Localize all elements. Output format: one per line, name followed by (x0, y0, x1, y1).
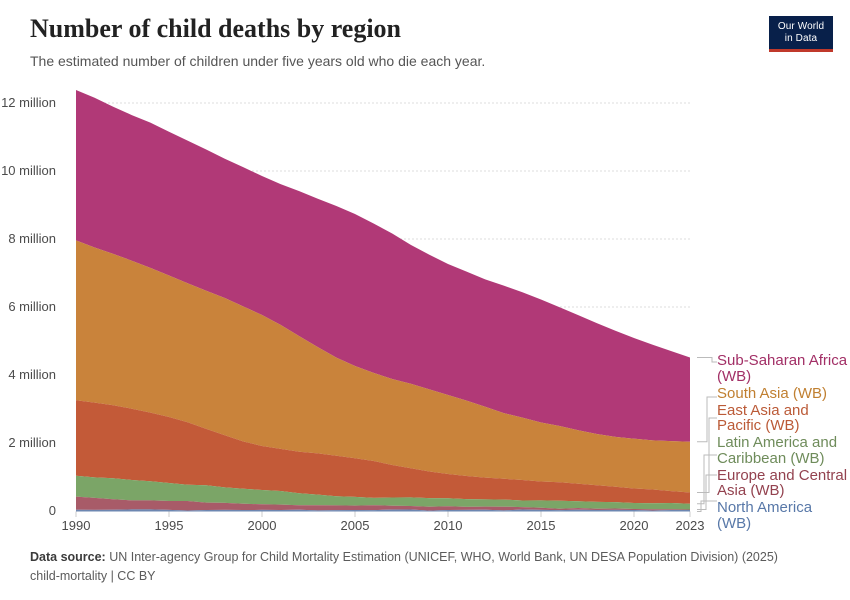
svg-text:2015: 2015 (527, 518, 556, 533)
svg-text:1995: 1995 (155, 518, 184, 533)
svg-text:2 million: 2 million (8, 435, 56, 450)
svg-text:1990: 1990 (62, 518, 91, 533)
svg-text:4 million: 4 million (8, 367, 56, 382)
svg-text:6 million: 6 million (8, 299, 56, 314)
svg-text:2005: 2005 (341, 518, 370, 533)
svg-text:2000: 2000 (248, 518, 277, 533)
svg-text:2020: 2020 (620, 518, 649, 533)
svg-text:10 million: 10 million (1, 163, 56, 178)
svg-text:2010: 2010 (434, 518, 463, 533)
svg-text:12 million: 12 million (1, 95, 56, 110)
svg-text:2023: 2023 (676, 518, 705, 533)
svg-text:0: 0 (49, 503, 56, 518)
svg-text:8 million: 8 million (8, 231, 56, 246)
